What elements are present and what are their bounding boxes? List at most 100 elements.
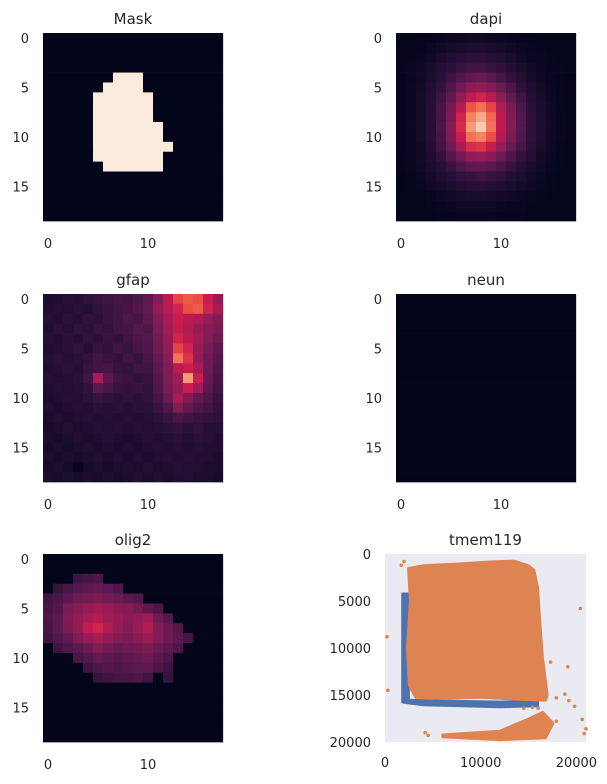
scatter-point xyxy=(526,703,531,708)
heatmap-cell xyxy=(43,333,54,344)
heatmap-cell xyxy=(203,82,214,93)
heatmap-cell xyxy=(203,633,214,644)
heatmap-cell xyxy=(213,151,224,162)
scatter-point xyxy=(572,704,577,709)
x-tick-label: 0 xyxy=(397,498,405,513)
panel-title: tmem119 xyxy=(449,531,522,549)
heatmap-cell xyxy=(173,313,184,325)
heatmap-cell xyxy=(456,62,467,73)
heatmap-cell xyxy=(163,682,174,693)
heatmap-cell xyxy=(53,702,64,713)
heatmap-cell xyxy=(556,432,567,443)
heatmap-cell xyxy=(546,131,557,143)
heatmap-cell xyxy=(193,343,204,354)
heatmap-cell xyxy=(73,82,84,93)
heatmap-cell xyxy=(426,472,437,483)
heatmap-cell xyxy=(123,722,134,733)
heatmap-cell xyxy=(53,363,64,374)
heatmap-cell xyxy=(496,333,507,344)
heatmap-cell xyxy=(63,52,74,64)
heatmap-cell xyxy=(466,412,477,423)
heatmap-cell xyxy=(526,462,537,473)
heatmap-cell xyxy=(556,191,567,202)
heatmap-cell xyxy=(113,662,124,674)
heatmap-cell xyxy=(536,62,547,73)
y-tick-label: 10 xyxy=(12,392,29,407)
heatmap-cell xyxy=(193,712,204,723)
heatmap-cell xyxy=(143,131,154,143)
heatmap-cell xyxy=(396,303,407,315)
heatmap-cell xyxy=(466,432,477,443)
heatmap-cell xyxy=(133,593,144,604)
heatmap-cell xyxy=(516,363,527,374)
heatmap-cell xyxy=(93,422,104,433)
heatmap-cell xyxy=(456,141,467,153)
heatmap-cell xyxy=(133,333,144,344)
heatmap-cell xyxy=(406,151,417,162)
heatmap-cell xyxy=(506,462,517,473)
heatmap-cell xyxy=(203,313,214,325)
heatmap-cell xyxy=(203,672,214,683)
heatmap-cell xyxy=(53,662,64,674)
heatmap-cell xyxy=(466,303,477,315)
heatmap-cell xyxy=(93,472,104,483)
heatmap-cell xyxy=(163,33,174,44)
heatmap-cell xyxy=(63,181,74,192)
heatmap-cell xyxy=(203,732,214,743)
heatmap-cell xyxy=(133,161,144,172)
heatmap-cell xyxy=(173,554,184,565)
heatmap-cell xyxy=(43,652,54,664)
heatmap-cell xyxy=(163,554,174,565)
heatmap-cell xyxy=(93,373,104,384)
heatmap-cell xyxy=(113,161,124,172)
heatmap-cell xyxy=(446,141,457,153)
heatmap-cell xyxy=(436,363,447,374)
heatmap-cell xyxy=(446,171,457,182)
heatmap-cell xyxy=(446,452,457,463)
heatmap-cell xyxy=(506,181,517,192)
heatmap-cell xyxy=(53,313,64,325)
heatmap-cell xyxy=(103,402,114,414)
heatmap-cell xyxy=(123,201,134,212)
heatmap-cell xyxy=(43,313,54,325)
heatmap-cell xyxy=(203,363,214,374)
heatmap-cell xyxy=(123,131,134,143)
heatmap-cell xyxy=(446,82,457,93)
heatmap-cell xyxy=(516,323,527,334)
heatmap-cell xyxy=(436,33,447,44)
heatmap-cell xyxy=(193,383,204,394)
heatmap-cell xyxy=(426,211,437,222)
heatmap-cell xyxy=(506,102,517,113)
heatmap-cell xyxy=(73,151,84,162)
heatmap-cell xyxy=(546,462,557,473)
heatmap-cell xyxy=(93,33,104,44)
heatmap-cell xyxy=(113,402,124,414)
heatmap-cell xyxy=(436,161,447,172)
heatmap-cell xyxy=(566,151,577,162)
heatmap-cell xyxy=(53,333,64,344)
heatmap-cell xyxy=(163,392,174,404)
heatmap-cell xyxy=(416,323,427,334)
heatmap-cell xyxy=(153,131,164,143)
scatter-point xyxy=(386,688,390,693)
heatmap-cell xyxy=(163,662,174,674)
heatmap-cell xyxy=(193,141,204,153)
heatmap-cell xyxy=(436,442,447,453)
heatmap-cell xyxy=(516,313,527,325)
heatmap-cell xyxy=(526,102,537,113)
heatmap-cell xyxy=(416,333,427,344)
heatmap-cell xyxy=(426,151,437,162)
heatmap-cell xyxy=(396,112,407,123)
heatmap-cell xyxy=(396,343,407,354)
heatmap-cell xyxy=(506,151,517,162)
heatmap-cell xyxy=(103,112,114,123)
heatmap-cell xyxy=(426,313,437,325)
heatmap-cell xyxy=(193,171,204,182)
heatmap-cell xyxy=(566,432,577,443)
heatmap-cell xyxy=(143,603,154,614)
heatmap-cell xyxy=(436,112,447,123)
heatmap-cell xyxy=(556,151,567,162)
heatmap-cell xyxy=(103,82,114,93)
heatmap-cell xyxy=(93,313,104,325)
heatmap-cell xyxy=(123,662,134,674)
